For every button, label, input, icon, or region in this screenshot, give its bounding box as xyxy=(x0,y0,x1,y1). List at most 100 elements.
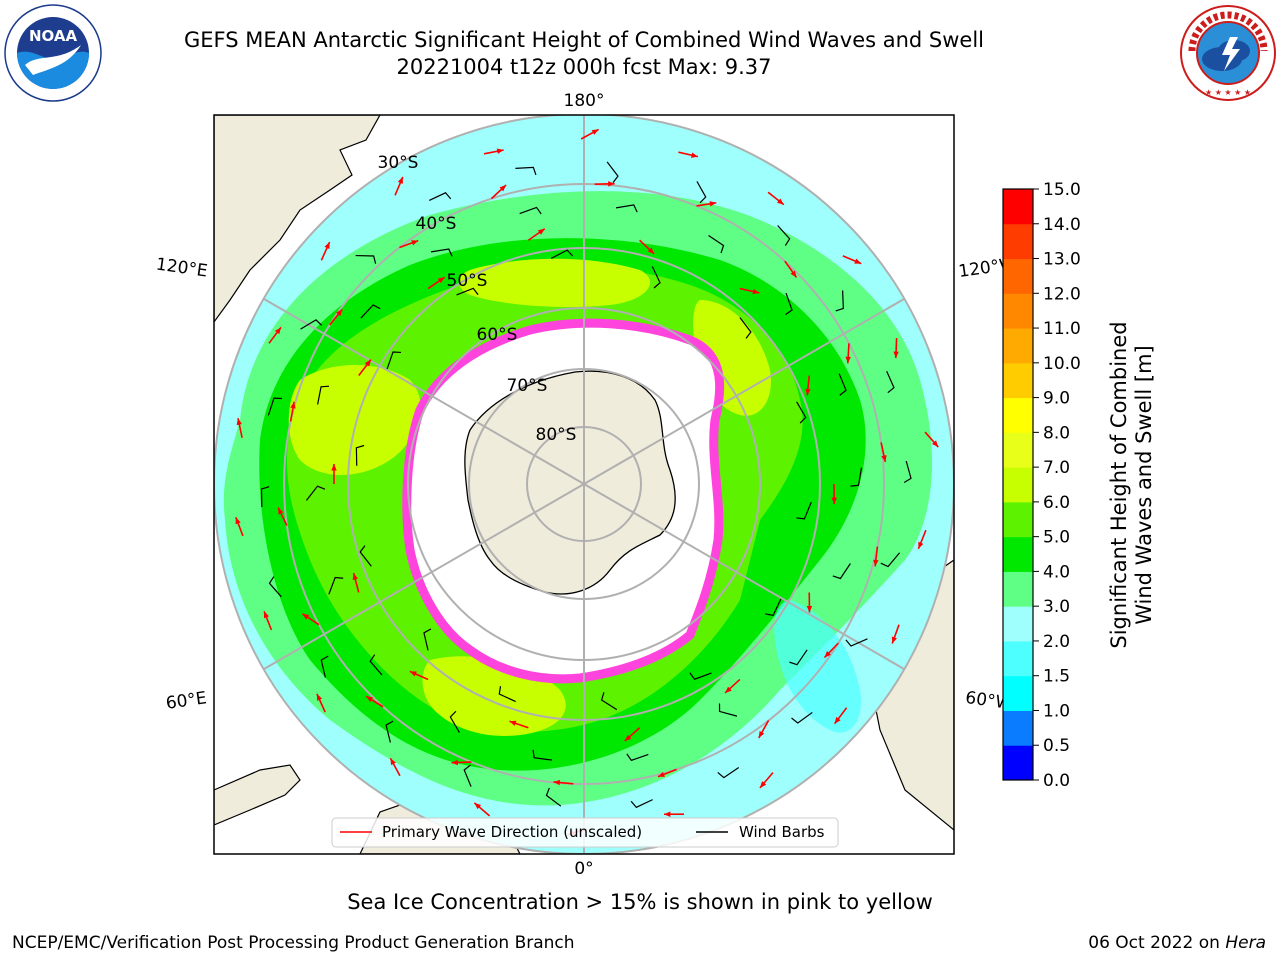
wind-barb xyxy=(765,598,782,616)
wave-direction-arrowhead xyxy=(352,573,358,581)
wave-direction-arrowhead xyxy=(891,636,897,644)
wind-barb xyxy=(835,290,844,312)
nws-logo: ★ ★ ★ ★ ★ xyxy=(1180,5,1276,101)
lat-label-60s: 60°S xyxy=(477,325,518,345)
wind-barb xyxy=(300,319,323,330)
wave-direction-arrowhead xyxy=(409,671,417,677)
colorbar-segment xyxy=(1003,432,1033,468)
colorbar-frame xyxy=(1002,188,1034,781)
colorbar xyxy=(1002,188,1034,781)
wind-barbs xyxy=(260,161,912,809)
wind-barb xyxy=(385,720,394,743)
continent-australia xyxy=(214,115,381,324)
wave-direction-arrowhead xyxy=(647,247,655,254)
wave-direction-arrowhead xyxy=(805,388,811,396)
wave-direction-arrowhead xyxy=(854,258,862,264)
continent-antarctica xyxy=(464,370,676,595)
wind-barb xyxy=(717,767,740,779)
colorbar-tick-label: 10.0 xyxy=(1043,354,1081,374)
wave-direction-arrowhead xyxy=(591,129,599,135)
legend-wave-label: Primary Wave Direction (unscaled) xyxy=(382,823,642,841)
wind-barb xyxy=(785,292,793,316)
wave-direction-arrowhead xyxy=(831,497,837,504)
wind-barb xyxy=(430,248,453,257)
wave-direction-arrowhead xyxy=(881,455,887,462)
wave-direction-arrowhead xyxy=(624,734,632,742)
wind-barb xyxy=(317,385,330,405)
colorbar-ticks: 0.0 0.5 1.0 1.5 2.0 3.0 4.0 5.0 6.0 7.0 8.0 9.0 10.0… xyxy=(1033,180,1081,791)
colorbar-tick-label: 0.5 xyxy=(1043,736,1070,756)
wave-direction-arrowhead xyxy=(845,356,851,364)
wind-barb xyxy=(267,397,282,416)
wave-direction-arrowhead xyxy=(758,730,765,738)
colorbar-segment xyxy=(1003,397,1033,433)
wave-direction-arrowhead xyxy=(263,611,270,619)
colorbar-segment xyxy=(1003,467,1033,503)
wave-direction-arrowhead xyxy=(316,693,323,701)
map-frame xyxy=(213,114,955,855)
wind-barb xyxy=(630,799,653,809)
colorbar-tick-label: 15.0 xyxy=(1043,180,1081,200)
wave-direction-arrowhead xyxy=(725,686,732,693)
wave-direction-arrowhead xyxy=(496,148,504,154)
wave-direction-arrowhead xyxy=(553,779,561,786)
colorbar-label-line1: Significant Height of Combined xyxy=(1107,321,1131,648)
wave-direction-arrowhead xyxy=(873,559,879,567)
wave-direction-arrowhead xyxy=(474,802,482,810)
wind-barb xyxy=(626,753,649,762)
wind-barb xyxy=(850,467,863,487)
wave-direction-arrowhead xyxy=(893,351,899,359)
sea-ice-caption: Sea Ice Concentration > 15% is shown in … xyxy=(347,890,933,914)
wind-barb xyxy=(328,576,344,595)
wave-direction-arrowhead xyxy=(235,517,241,525)
colorbar-segment xyxy=(1003,293,1033,329)
wind-barb xyxy=(838,373,847,396)
wave-direction-arrowhead xyxy=(918,541,924,549)
wind-barb xyxy=(386,351,402,370)
colorbar-tick-label: 7.0 xyxy=(1043,458,1070,478)
colorbar-tick-label: 4.0 xyxy=(1043,562,1070,582)
colorbar-segment xyxy=(1003,745,1033,781)
wind-barb xyxy=(696,181,707,204)
wind-barb xyxy=(498,686,516,703)
colorbar-tick-label: 2.0 xyxy=(1043,632,1070,652)
wind-barb xyxy=(777,225,791,246)
wind-barb xyxy=(423,628,432,651)
colorbar-segment xyxy=(1003,189,1033,225)
colorbar-segment xyxy=(1003,675,1033,711)
wind-barb xyxy=(355,254,377,264)
wind-barb xyxy=(260,486,270,507)
colorbar-segment xyxy=(1003,362,1033,399)
wind-barb xyxy=(360,304,381,319)
wave-direction-arrowhead xyxy=(236,418,242,426)
wind-barb xyxy=(615,204,638,213)
wind-barb xyxy=(456,287,479,296)
wave-direction-arrowhead xyxy=(834,716,841,724)
chart-subtitle: 20221004 t12z 000h fcst Max: 9.37 xyxy=(396,55,772,79)
wind-barb xyxy=(791,711,813,724)
wind-barb xyxy=(449,710,460,733)
wave-direction-arrowhead xyxy=(790,270,797,278)
colorbar-segment xyxy=(1003,501,1033,538)
wind-barb xyxy=(689,672,712,680)
wave-band-low xyxy=(774,600,861,733)
colorbar-label-line2: Wind Waves and Swell [m] xyxy=(1132,345,1156,625)
wind-barb xyxy=(708,234,725,254)
wave-direction-arrowhead xyxy=(806,605,813,613)
wave-direction-arrowhead xyxy=(759,781,767,788)
wind-barb xyxy=(355,444,365,466)
wind-barb xyxy=(359,545,372,567)
wave-direction-arrowhead xyxy=(824,651,831,658)
lat-label-30s: 30°S xyxy=(378,153,419,173)
colorbar-segment xyxy=(1003,571,1033,607)
wave-band-6m-west xyxy=(288,365,421,475)
map-legend: Primary Wave Direction (unscaled) Wind B… xyxy=(331,817,839,848)
wave-direction-arrowhead xyxy=(274,327,281,335)
colorbar-segment xyxy=(1003,606,1033,642)
wind-barb xyxy=(886,370,895,394)
footer-date: 06 Oct 2022 on Hera xyxy=(1088,933,1266,953)
wind-barb xyxy=(718,703,738,717)
lon-label-120e: 120°E xyxy=(155,255,209,282)
wind-barb xyxy=(519,206,542,215)
